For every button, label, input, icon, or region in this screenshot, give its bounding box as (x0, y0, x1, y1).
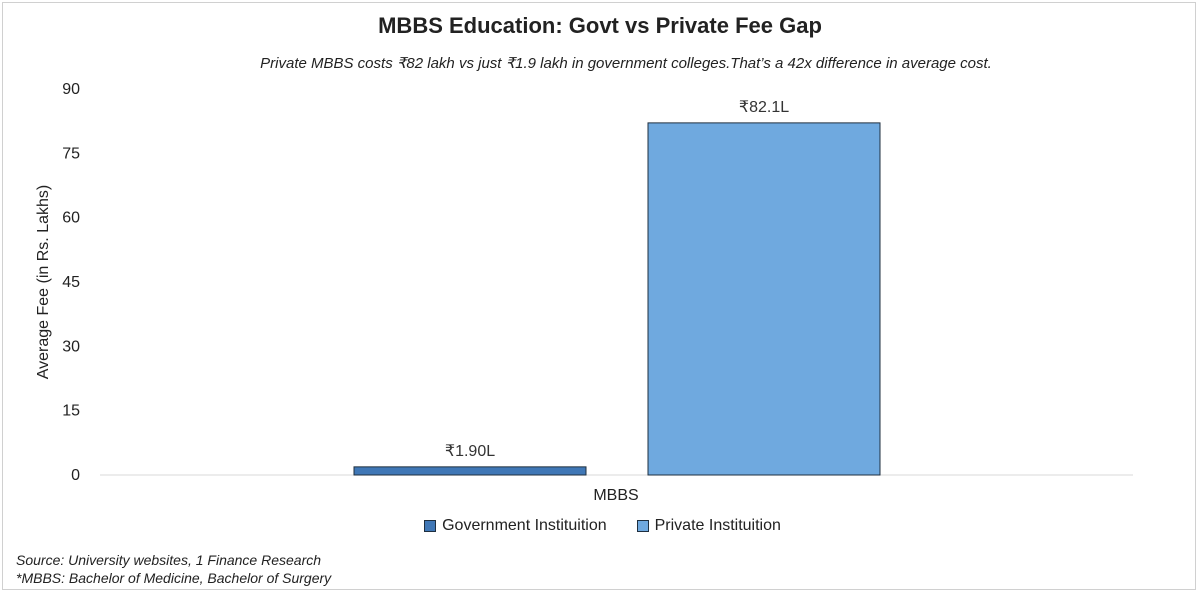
source-note: Source: University websites, 1 Finance R… (16, 552, 322, 568)
y-tick-label: 0 (71, 467, 80, 484)
data-label-government: ₹1.90L (445, 443, 495, 460)
y-tick-label: 90 (62, 81, 80, 98)
x-axis-categories: MBBS (593, 487, 638, 504)
x-category-label: MBBS (593, 487, 638, 504)
legend-item-government: Government Instituition (424, 517, 607, 535)
legend-swatch-government (424, 520, 437, 532)
legend-item-private: Private Instituition (636, 517, 781, 535)
y-axis-ticks: 0 15 30 45 60 75 90 (62, 81, 80, 484)
data-label-private: ₹82.1L (739, 99, 789, 116)
legend-label-government: Government Instituition (442, 517, 607, 534)
y-tick-label: 60 (62, 210, 80, 227)
mbbs-footnote: *MBBS: Bachelor of Medicine, Bachelor of… (16, 570, 332, 586)
legend-label-private: Private Instituition (654, 517, 781, 534)
bars (353, 122, 881, 476)
bar-government (353, 466, 587, 476)
legend: Government Instituition Private Institui… (0, 517, 1200, 535)
data-labels: ₹1.90L ₹82.1L (445, 99, 789, 460)
y-axis-label: Average Fee (in Rs. Lakhs) (35, 184, 52, 380)
y-tick-label: 15 (62, 403, 80, 420)
chart-title: MBBS Education: Govt vs Private Fee Gap (378, 13, 822, 38)
y-tick-label: 75 (62, 145, 80, 162)
chart-subtitle: Private MBBS costs ₹82 lakh vs just ₹1.9… (260, 55, 992, 72)
legend-swatch-private (636, 520, 649, 532)
y-tick-label: 30 (62, 338, 80, 355)
y-tick-label: 45 (62, 274, 80, 291)
bar-private (647, 122, 881, 476)
